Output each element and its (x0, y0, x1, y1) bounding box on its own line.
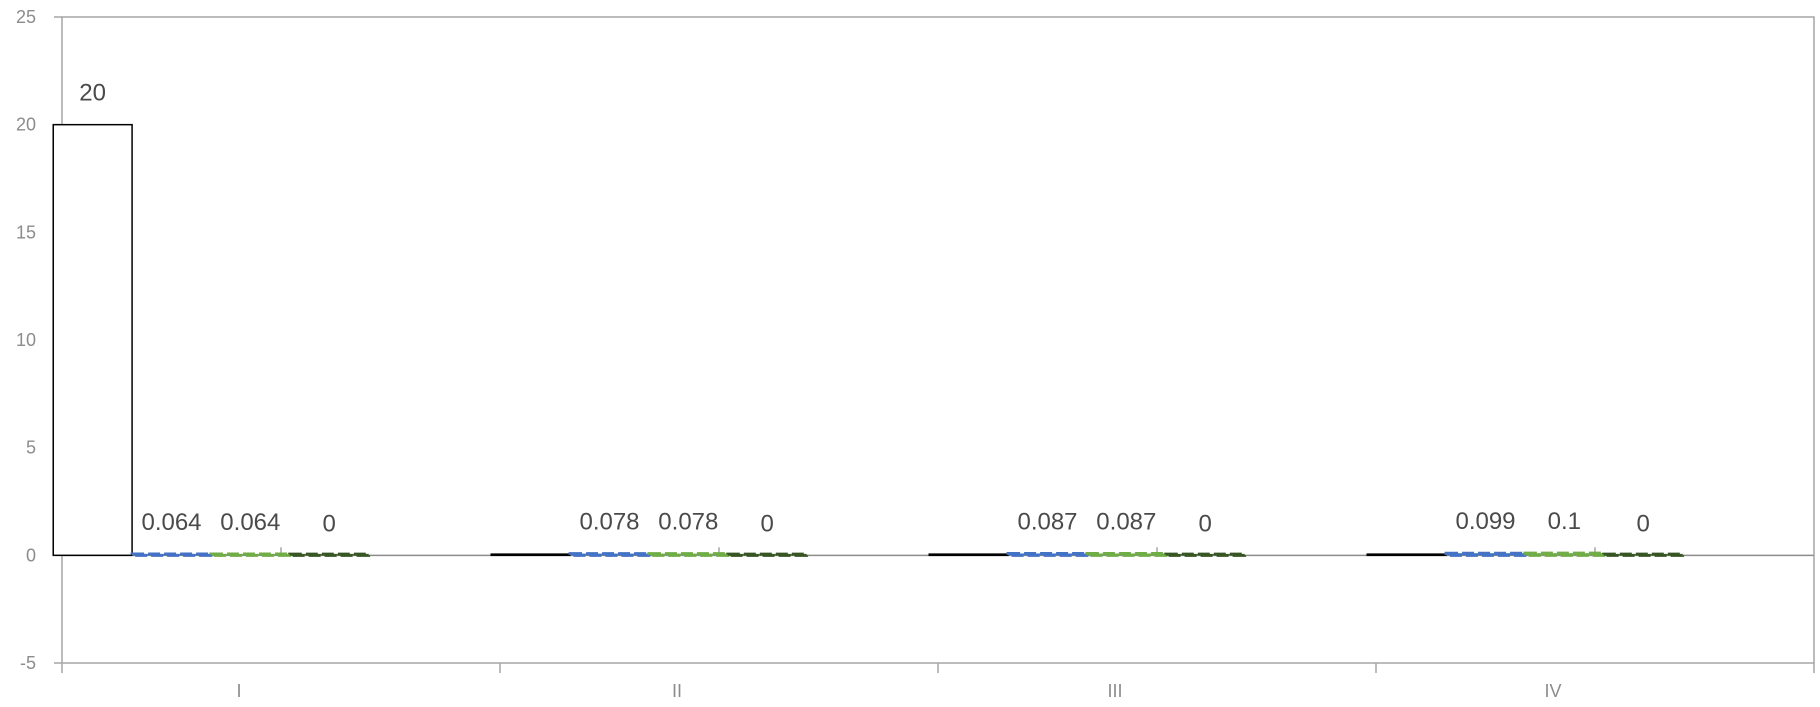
y-tick-label: 0 (26, 545, 36, 565)
data-label: 0.1 (1548, 508, 1581, 535)
data-label: 0.087 (1017, 508, 1077, 535)
bar-II-series-3 (647, 552, 730, 557)
data-label: 0 (1199, 510, 1212, 537)
x-tick-label: IV (1544, 681, 1561, 701)
bar-I-series-4 (288, 552, 371, 557)
data-label: 0.078 (579, 509, 639, 536)
y-tick-label: 20 (16, 115, 36, 135)
x-axis-ticks: I II III IV (61, 547, 1815, 701)
bar-I-series-3 (209, 552, 292, 557)
y-tick-label: 5 (26, 438, 36, 458)
data-labels: 20 0.064 0.064 0 0.078 0.078 0 0.087 0.087 0 0.099… (79, 80, 1650, 538)
data-label: 20 (79, 80, 106, 107)
data-label: 0.078 (658, 509, 718, 536)
bar-II-series-1 (490, 553, 571, 557)
bar-II-series-2 (568, 552, 651, 557)
bar-IV-series-2 (1444, 551, 1527, 557)
bar-III-series-4 (1164, 552, 1247, 557)
bar-III-series-1 (928, 553, 1009, 557)
data-label: 0.064 (141, 509, 201, 536)
data-label: 0.099 (1455, 508, 1515, 535)
data-label: 0.064 (220, 509, 280, 536)
data-label: 0 (761, 510, 774, 537)
bar-IV-series-4 (1602, 552, 1685, 557)
y-tick-label: 15 (16, 222, 36, 242)
data-label: 0 (1637, 510, 1650, 537)
data-label: 0.087 (1096, 508, 1156, 535)
x-tick-label: II (672, 681, 682, 701)
bar-III-series-3 (1085, 551, 1168, 557)
y-tick-label: 10 (16, 330, 36, 350)
bar-IV-series-1 (1366, 553, 1447, 557)
bar-III-series-2 (1006, 551, 1089, 557)
data-label: 0 (323, 510, 336, 537)
bar-I-series-1 (52, 123, 133, 557)
y-tick-label: 25 (16, 7, 36, 27)
bar-series (52, 123, 1685, 557)
x-tick-label: III (1107, 681, 1122, 701)
bar-I-series-2 (130, 552, 213, 557)
bar-II-series-4 (726, 552, 809, 557)
y-tick-label: -5 (20, 653, 36, 673)
x-tick-label: I (236, 681, 241, 701)
bar-IV-series-3 (1523, 551, 1606, 557)
